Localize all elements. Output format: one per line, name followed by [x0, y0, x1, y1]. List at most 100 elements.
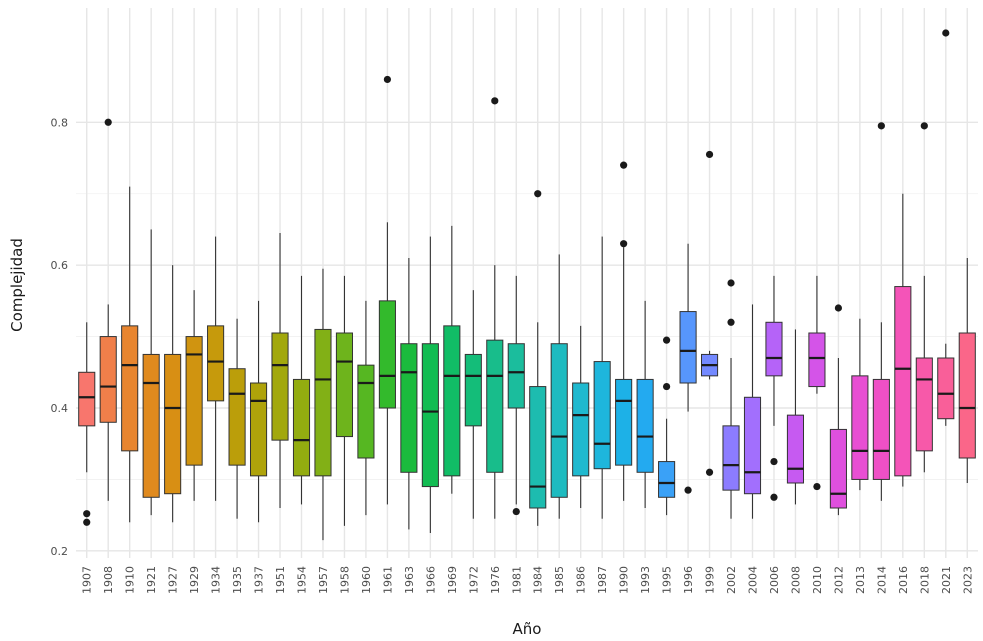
- outlier-point: [620, 161, 628, 169]
- x-tick-label: 2008: [789, 566, 802, 594]
- box-body: [894, 286, 912, 477]
- x-axis-ticks: 1907 1908 1910 1921 1927 1929 1934 1935 1937 1951…: [81, 566, 975, 594]
- box-2006: [765, 275, 783, 501]
- box-1929: [185, 290, 203, 501]
- box-body: [786, 414, 805, 484]
- outlier-point: [705, 468, 714, 476]
- x-tick-label: 1985: [553, 566, 566, 594]
- x-tick-label: 1951: [274, 566, 287, 594]
- x-tick-label: 1907: [81, 566, 94, 594]
- x-tick-label: 2018: [918, 566, 931, 594]
- box-body: [99, 336, 117, 423]
- y-tick-label: 0.8: [51, 116, 69, 129]
- outlier-point: [620, 240, 628, 248]
- outlier-point: [770, 493, 778, 501]
- x-axis-title: Año: [513, 620, 542, 638]
- box-body: [937, 357, 955, 420]
- y-tick-label: 0.6: [51, 259, 69, 272]
- box-2016: [894, 193, 912, 487]
- box-body: [292, 378, 311, 477]
- box-1908: [99, 118, 117, 501]
- x-tick-label: 1981: [510, 566, 523, 594]
- box-body: [808, 332, 826, 388]
- outlier-point: [727, 318, 735, 326]
- box-body: [464, 353, 482, 427]
- box-body: [314, 328, 332, 477]
- box-body: [658, 461, 676, 498]
- box-body: [593, 361, 611, 470]
- outlier-point: [383, 75, 392, 84]
- y-axis-title: Complejidad: [8, 238, 26, 332]
- box-body: [443, 325, 461, 477]
- box-body: [915, 357, 933, 452]
- x-tick-label: 2021: [940, 566, 953, 594]
- box-1963: [400, 258, 418, 530]
- x-tick-label: 1963: [403, 566, 416, 594]
- box-1951: [271, 233, 289, 508]
- x-tick-label: 2006: [768, 566, 781, 594]
- box-body: [679, 311, 697, 384]
- x-tick-label: 1969: [446, 566, 459, 594]
- box-2012: [829, 304, 847, 516]
- box-1969: [443, 225, 461, 494]
- outlier-point: [684, 486, 692, 494]
- outlier-point: [512, 507, 520, 516]
- x-tick-label: 1961: [381, 566, 394, 594]
- x-tick-label: 2002: [725, 566, 738, 594]
- outlier-point: [727, 279, 735, 287]
- x-tick-label: 1984: [532, 566, 545, 594]
- x-tick-label: 1935: [231, 566, 244, 594]
- outlier-point: [534, 190, 542, 198]
- outlier-point: [877, 122, 885, 130]
- box-body: [765, 321, 783, 377]
- y-axis-ticks: 0.2 0.4 0.6 0.8: [51, 116, 69, 558]
- x-tick-label: 1986: [575, 566, 588, 594]
- box-body: [400, 343, 418, 473]
- x-tick-label: 1908: [102, 566, 115, 594]
- box-1996: [679, 243, 697, 494]
- box-1976: [486, 97, 504, 519]
- x-tick-label: 1927: [167, 566, 180, 594]
- x-tick-label: 1921: [145, 566, 158, 594]
- box-body: [421, 343, 439, 488]
- x-tick-label: 1996: [682, 566, 695, 594]
- box-2014: [872, 122, 890, 501]
- x-tick-label: 2010: [811, 566, 824, 594]
- x-tick-label: 1929: [188, 566, 201, 594]
- outlier-point: [83, 518, 91, 526]
- box-1972: [464, 290, 482, 519]
- box-1910: [121, 186, 139, 523]
- x-tick-label: 1987: [596, 566, 609, 594]
- box-body: [142, 353, 160, 498]
- x-tick-label: 1910: [124, 566, 137, 594]
- outlier-point: [813, 482, 821, 491]
- outlier-point: [104, 118, 112, 126]
- x-tick-label: 1990: [618, 566, 631, 594]
- x-tick-label: 1966: [424, 566, 437, 594]
- box-body: [335, 332, 354, 438]
- x-tick-label: 1972: [467, 566, 480, 594]
- box-body: [615, 378, 633, 466]
- box-body: [722, 425, 740, 491]
- box-body: [249, 382, 268, 477]
- box-1995: [658, 336, 676, 516]
- box-1960: [357, 300, 375, 516]
- box-body: [851, 375, 869, 480]
- box-1990: [615, 161, 633, 501]
- box-body: [271, 332, 289, 441]
- box-1999: [700, 150, 719, 476]
- box-1935: [228, 318, 246, 519]
- outlier-point: [834, 304, 843, 312]
- outlier-point: [491, 97, 499, 105]
- x-tick-label: 1954: [296, 566, 309, 594]
- x-tick-label: 2012: [832, 566, 845, 594]
- box-1966: [421, 236, 439, 533]
- x-tick-label: 1993: [639, 566, 652, 594]
- outlier-point: [942, 29, 950, 37]
- box-1921: [142, 229, 160, 516]
- box-2018: [915, 122, 933, 473]
- box-1984: [529, 190, 547, 526]
- box-body: [164, 353, 182, 495]
- box-2010: [808, 275, 826, 491]
